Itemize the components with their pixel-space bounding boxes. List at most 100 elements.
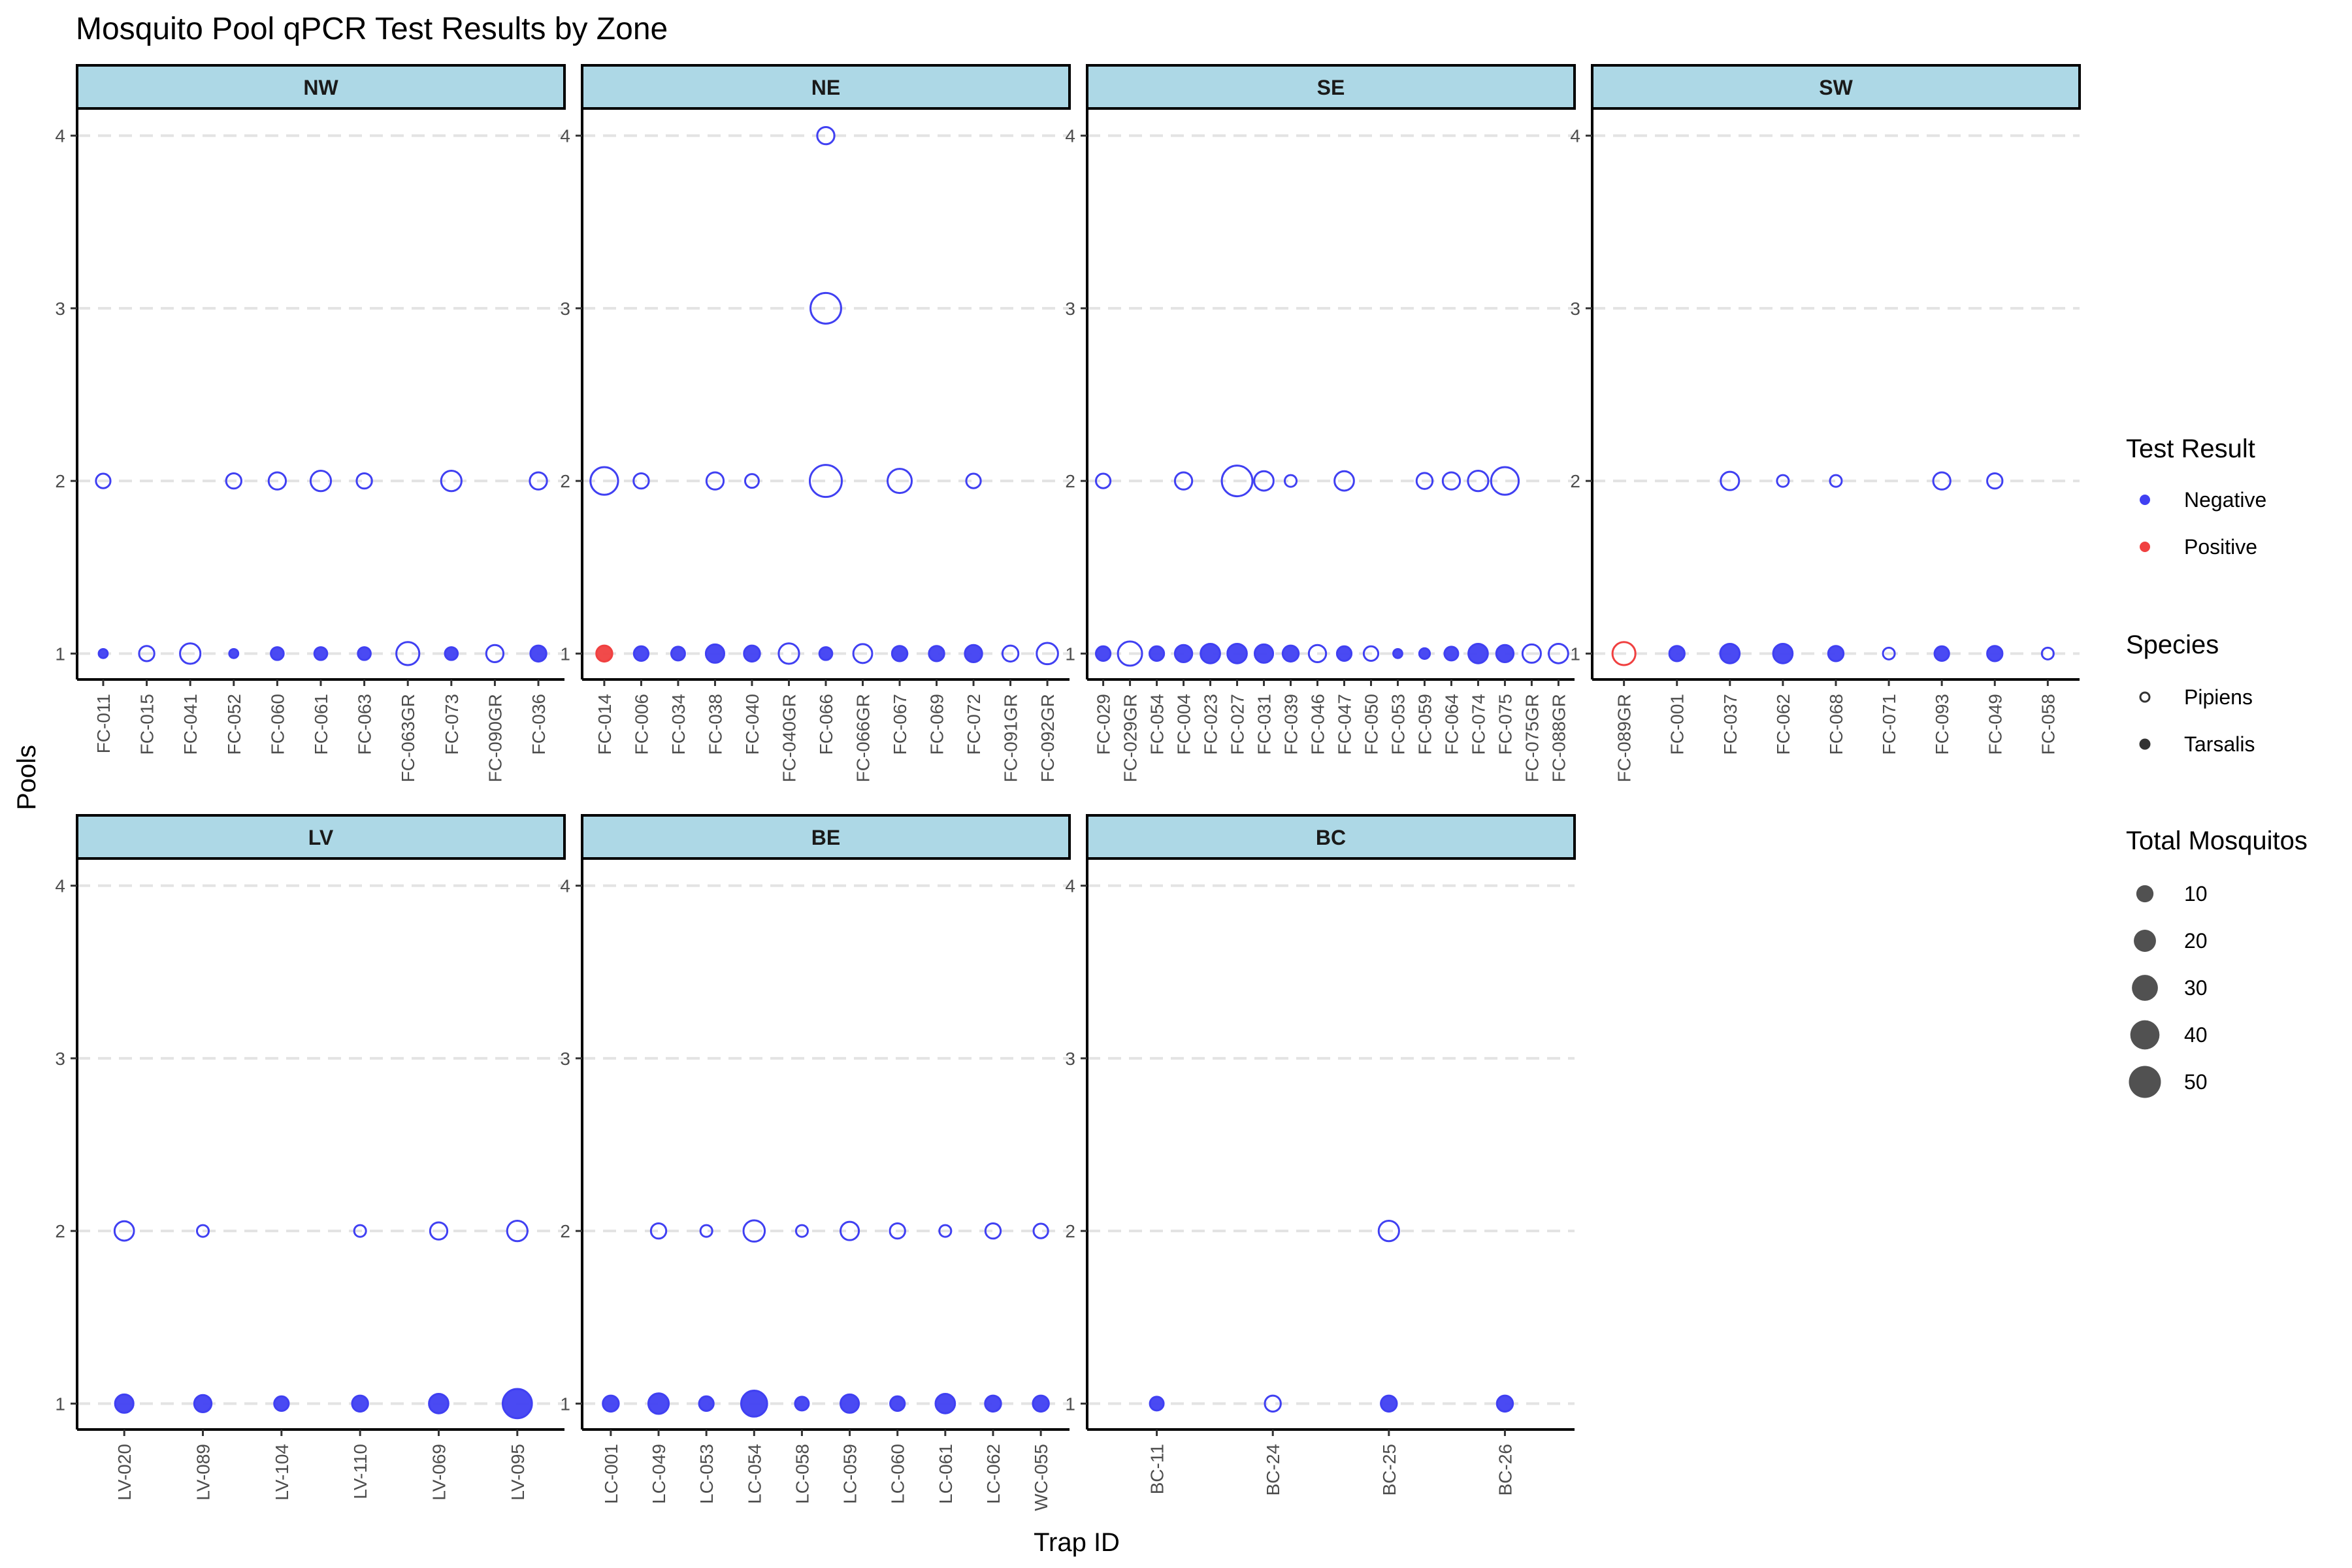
x-tick-label: FC-092GR <box>1037 694 1058 782</box>
y-tick-label: 1 <box>55 644 65 664</box>
data-point <box>1611 641 1637 666</box>
x-tick-label: LV-069 <box>429 1444 449 1501</box>
y-tick-label: 2 <box>1570 471 1580 491</box>
y-tick-label: 1 <box>560 644 570 664</box>
facet-bc: BC 1 2 3 4 BC-11 BC-24 BC-25 BC-26 <box>1065 814 1576 1495</box>
data-point <box>1333 470 1355 492</box>
x-tick-label: FC-091GR <box>1001 694 1021 782</box>
x-tick-label: FC-063 <box>355 694 375 755</box>
legend-title: Species <box>2126 630 2219 659</box>
y-tick-label: 3 <box>1065 1049 1075 1069</box>
data-point <box>777 642 800 665</box>
legend-label: Negative <box>2184 488 2266 512</box>
data-point <box>1200 643 1221 664</box>
data-point <box>1173 471 1194 491</box>
data-point <box>353 1224 367 1238</box>
data-point <box>179 642 202 665</box>
y-tick-label: 2 <box>55 1221 65 1241</box>
data-point <box>1932 471 1952 491</box>
legend-key-size <box>2129 1066 2161 1098</box>
data-point <box>114 1393 135 1414</box>
x-tick-label: FC-031 <box>1254 694 1275 755</box>
data-point <box>1173 644 1194 664</box>
data-point <box>1772 643 1794 664</box>
y-tick-label: 4 <box>560 876 570 896</box>
data-point <box>889 1222 906 1240</box>
data-point <box>928 645 945 662</box>
x-tick-label: LC-058 <box>792 1444 812 1504</box>
x-tick-label: FC-027 <box>1228 694 1248 755</box>
x-tick-label: FC-014 <box>595 694 615 755</box>
x-tick-label: LC-054 <box>744 1444 764 1504</box>
x-tick-label: LC-059 <box>840 1444 860 1504</box>
data-point <box>1776 474 1790 488</box>
data-point <box>1418 647 1431 660</box>
x-tick-label: LV-110 <box>350 1444 370 1499</box>
facet-strip-label: SE <box>1317 76 1345 99</box>
data-point <box>887 468 913 495</box>
data-point <box>1264 1394 1282 1413</box>
data-point <box>1036 642 1059 666</box>
data-point <box>809 291 842 325</box>
y-tick-label: 3 <box>1570 299 1580 319</box>
legend-key-positive <box>2140 542 2150 552</box>
legend-label: 30 <box>2184 976 2208 1000</box>
data-point <box>698 1395 715 1412</box>
data-point <box>113 1220 135 1242</box>
y-axis-label: Pools <box>12 745 41 810</box>
data-point <box>2040 646 2055 661</box>
legend-key-size <box>2136 885 2154 903</box>
data-point <box>1149 1396 1165 1412</box>
x-tick-label: FC-062 <box>1773 694 1793 755</box>
x-tick-label: FC-039 <box>1281 694 1301 755</box>
data-point <box>740 1389 768 1418</box>
data-point <box>267 471 287 491</box>
y-tick-label: 3 <box>1065 299 1075 319</box>
data-point <box>95 472 112 489</box>
facet-strip-label: SW <box>1819 76 1853 99</box>
data-point <box>1986 472 2004 490</box>
data-point <box>984 1222 1002 1240</box>
facet-strip <box>581 814 1071 860</box>
facet-sw: SW 1 2 3 4 FC-089GR FC-001 FC-037 FC-062 FC-068 FC… <box>1570 64 2081 782</box>
x-tick-label: BC-11 <box>1147 1444 1168 1494</box>
x-tick-label: FC-046 <box>1308 694 1328 755</box>
data-point <box>852 643 874 664</box>
data-point <box>357 646 372 661</box>
facet-strip <box>76 64 566 110</box>
data-point <box>225 472 242 490</box>
x-tick-label: FC-023 <box>1201 694 1221 755</box>
x-tick-label: FC-075 <box>1495 694 1515 755</box>
data-point <box>649 1222 668 1240</box>
data-point <box>1441 471 1462 491</box>
data-point <box>273 1395 290 1412</box>
x-tick-label: FC-088GR <box>1548 694 1569 782</box>
x-tick-label: FC-059 <box>1414 694 1435 755</box>
data-point <box>529 644 547 663</box>
data-point <box>632 472 650 490</box>
data-point <box>632 645 650 662</box>
y-tick-label: 1 <box>560 1394 570 1414</box>
x-tick-label: FC-041 <box>180 694 201 755</box>
y-tick-label: 4 <box>1065 126 1075 146</box>
x-tick-label: FC-034 <box>668 694 689 755</box>
data-point <box>1148 645 1166 662</box>
x-tick-label: FC-038 <box>705 694 725 755</box>
x-tick-label: FC-063GR <box>398 694 418 782</box>
x-tick-label: FC-053 <box>1388 694 1408 755</box>
x-tick-label: FC-029 <box>1094 694 1114 755</box>
data-point <box>794 1224 809 1238</box>
x-tick-label: BC-25 <box>1379 1444 1399 1495</box>
x-tick-label: FC-073 <box>442 694 462 755</box>
legend-label: 10 <box>2184 882 2208 906</box>
data-point <box>395 641 421 666</box>
facet-strip <box>76 814 566 860</box>
data-point <box>313 646 329 661</box>
x-tick-label: FC-068 <box>1826 694 1846 755</box>
data-point <box>1362 645 1380 662</box>
data-point <box>270 646 285 661</box>
x-tick-label: FC-093 <box>1932 694 1952 755</box>
data-point <box>1032 1394 1050 1413</box>
data-point <box>1253 643 1275 664</box>
